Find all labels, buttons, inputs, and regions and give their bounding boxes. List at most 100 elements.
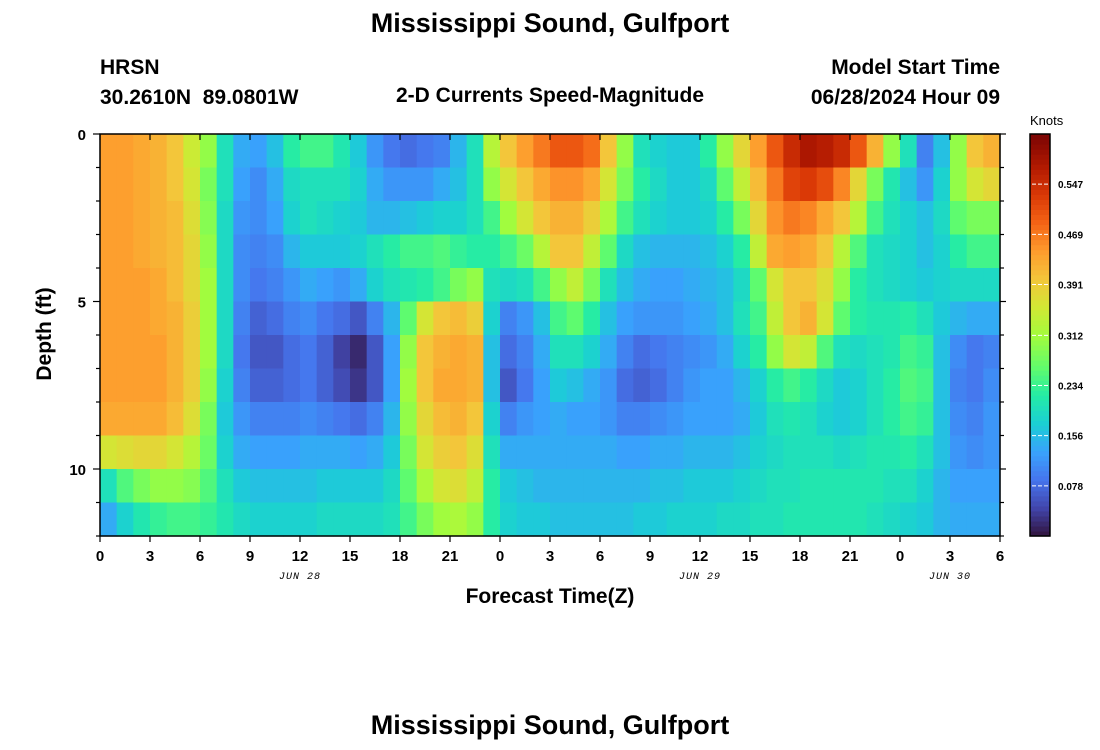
page-title: Mississippi Sound, Gulfport — [370, 8, 730, 38]
heatmap-cell — [316, 201, 334, 236]
heatmap-cell — [783, 201, 801, 236]
heatmap-cell — [300, 402, 318, 437]
heatmap-cell — [650, 469, 668, 504]
heatmap-cell — [500, 201, 518, 236]
heatmap-cell — [166, 335, 184, 370]
heatmap-cell — [850, 234, 868, 269]
heatmap-cell — [166, 502, 184, 537]
x-tick-label: 0 — [896, 548, 904, 565]
heatmap-cell — [316, 469, 334, 504]
heatmap-cell — [433, 268, 451, 303]
heatmap-cell — [250, 435, 268, 470]
heatmap-cell — [833, 335, 851, 370]
heatmap-cell — [450, 402, 468, 437]
heatmap-cell — [433, 167, 451, 202]
heatmap-cell — [200, 335, 218, 370]
heatmap-cell — [366, 234, 384, 269]
heatmap-cell — [316, 167, 334, 202]
heatmap-cell — [633, 201, 651, 236]
colorbar-segment — [1030, 345, 1050, 351]
heatmap-cell — [566, 469, 584, 504]
colorbar-segment — [1030, 159, 1050, 165]
heatmap-cell — [200, 502, 218, 537]
heatmap-cell — [183, 368, 201, 403]
heatmap-cell — [116, 469, 134, 504]
date-label: JUN 28 — [279, 572, 321, 583]
heatmap-cell — [833, 268, 851, 303]
colorbar-segment — [1030, 224, 1050, 231]
heatmap-cell — [400, 234, 418, 269]
heatmap-cell — [350, 134, 368, 169]
date-label: JUN 29 — [679, 572, 721, 583]
colorbar-segment — [1030, 375, 1050, 381]
heatmap-cell — [600, 368, 618, 403]
heatmap-cell — [383, 268, 401, 303]
heatmap-cell — [100, 167, 118, 202]
heatmap-cell — [633, 368, 651, 403]
heatmap-cell — [316, 402, 334, 437]
heatmap-cell — [650, 502, 668, 537]
heatmap-cell — [333, 167, 351, 202]
heatmap-cell — [383, 335, 401, 370]
heatmap-cell — [166, 435, 184, 470]
heatmap-cell — [183, 435, 201, 470]
heatmap-cell — [516, 469, 534, 504]
colorbar-segment — [1030, 204, 1050, 210]
heatmap-cell — [166, 368, 184, 403]
heatmap-cell — [833, 134, 851, 169]
heatmap-cell — [633, 502, 651, 537]
heatmap-cell — [950, 469, 968, 504]
heatmap-cell — [716, 502, 734, 537]
heatmap-cell — [450, 201, 468, 236]
heatmap-cell — [733, 368, 751, 403]
heatmap-cell — [516, 502, 534, 537]
heatmap-cell — [616, 368, 634, 403]
heatmap-cell — [883, 402, 901, 437]
heatmap-cell — [683, 469, 701, 504]
colorbar-segment — [1030, 450, 1050, 457]
heatmap-cell — [866, 502, 884, 537]
heatmap-cell — [133, 502, 151, 537]
heatmap-cell — [100, 134, 118, 169]
heatmap-cell — [483, 134, 501, 169]
heatmap-cell — [833, 469, 851, 504]
heatmap-cell — [783, 268, 801, 303]
heatmap-cell — [566, 134, 584, 169]
heatmap-cell — [950, 234, 968, 269]
heatmap-cell — [416, 435, 434, 470]
colorbar-label: Knots — [1030, 113, 1064, 128]
heatmap-cell — [583, 435, 601, 470]
heatmap-cell — [650, 301, 668, 336]
heatmap-cell — [866, 301, 884, 336]
heatmap-cell — [150, 368, 168, 403]
heatmap-cell — [583, 502, 601, 537]
heatmap-cell — [566, 368, 584, 403]
heatmap-cell — [550, 335, 568, 370]
colorbar-segment — [1030, 510, 1050, 517]
colorbar-segment — [1030, 194, 1050, 200]
heatmap-cell — [616, 502, 634, 537]
heatmap-cell — [766, 502, 784, 537]
heatmap-cell — [866, 234, 884, 269]
heatmap-cell — [200, 167, 218, 202]
y-axis-label: Depth (ft) — [33, 287, 56, 381]
y-tick-label: 5 — [78, 295, 86, 312]
heatmap-cell — [816, 469, 834, 504]
heatmap-cell — [466, 167, 484, 202]
heatmap-cell — [183, 268, 201, 303]
x-axis: 0 3 6 9 12 15 18 21 0 3 6 9 12 15 18 21 0 3 6 JUN 28 JUN 29 J… — [96, 134, 1004, 583]
heatmap-cell — [516, 335, 534, 370]
heatmap-cell — [216, 201, 234, 236]
heatmap-cell — [200, 201, 218, 236]
heatmap-cell — [316, 268, 334, 303]
colorbar-segment — [1030, 425, 1050, 432]
heatmap-cell — [250, 167, 268, 202]
heatmap-cell — [333, 402, 351, 437]
heatmap-cell — [433, 134, 451, 169]
heatmap-cell — [666, 234, 684, 269]
heatmap-cell — [700, 201, 718, 236]
x-tick-label: 9 — [646, 548, 654, 565]
heatmap-cell — [800, 368, 818, 403]
heatmap-cell — [216, 134, 234, 169]
